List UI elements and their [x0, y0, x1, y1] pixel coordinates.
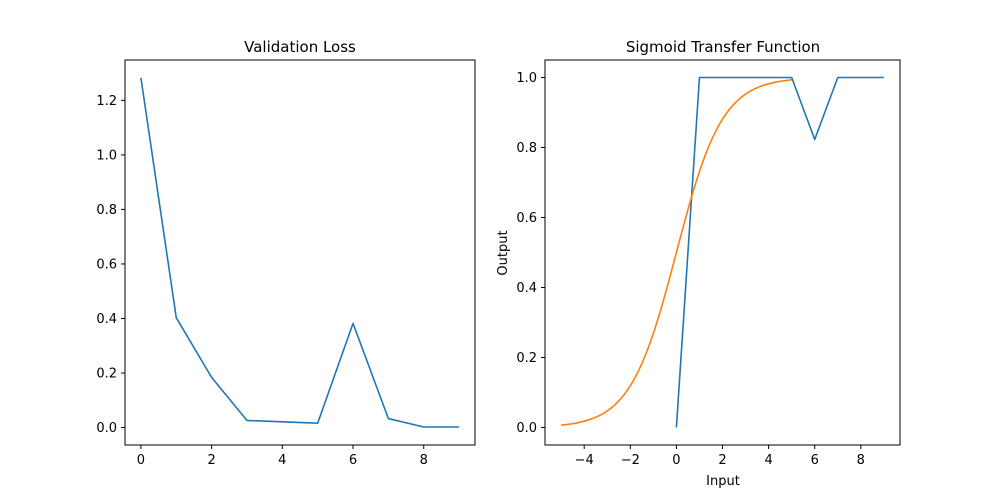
y-tick-label: 0.0 [516, 421, 537, 436]
x-tick-label: 6 [349, 453, 357, 468]
plot-frame [544, 59, 901, 446]
ticks-layer: −4 −2 0 2 4 6 8 0.0 0.2 0.4 0.6 0.8 1.0 [516, 71, 865, 468]
x-tick-label: 8 [420, 453, 428, 468]
x-tick-label: 4 [764, 453, 772, 468]
plot-frame [124, 59, 476, 446]
y-tick-label: 1.0 [96, 148, 117, 163]
x-tick-label: 2 [718, 453, 726, 468]
series-line-0 [140, 77, 460, 428]
y-tick-label: 1.0 [516, 71, 537, 86]
x-tick-label: 4 [278, 453, 286, 468]
y-tick-label: 0.2 [96, 367, 117, 382]
x-tick-label: 2 [207, 453, 215, 468]
series-line-1 [561, 79, 792, 426]
y-tick-label: 0.8 [96, 203, 117, 218]
series-layer [140, 77, 460, 428]
y-axis-label: Output [496, 230, 511, 275]
validation-loss-chart: Validation Loss 0 2 4 6 8 0.0 0.2 0.4 0.6 0.8 1.0 1… [96, 38, 476, 468]
y-tick-label: 0.0 [96, 421, 117, 436]
x-tick-label: 0 [672, 453, 680, 468]
y-tick-label: 0.4 [96, 312, 117, 327]
y-tick-label: 0.8 [516, 141, 537, 156]
x-tick-label: 6 [811, 453, 819, 468]
x-tick-label: −4 [575, 453, 594, 468]
y-tick-label: 0.6 [516, 211, 537, 226]
x-tick-label: −2 [621, 453, 640, 468]
series-layer [561, 76, 884, 428]
chart-title: Validation Loss [244, 38, 356, 56]
x-axis-label: Input [706, 474, 740, 489]
y-tick-label: 0.4 [516, 281, 537, 296]
series-line-0 [675, 76, 884, 428]
y-tick-label: 1.2 [96, 94, 117, 109]
ticks-layer: 0 2 4 6 8 0.0 0.2 0.4 0.6 0.8 1.0 1.2 [96, 94, 428, 468]
x-tick-label: 8 [857, 453, 865, 468]
sigmoid-transfer-chart: Sigmoid Transfer Function Input Output −… [496, 38, 901, 489]
y-tick-label: 0.2 [516, 351, 537, 366]
chart-title: Sigmoid Transfer Function [626, 38, 820, 56]
y-tick-label: 0.6 [96, 257, 117, 272]
x-tick-label: 0 [137, 453, 145, 468]
